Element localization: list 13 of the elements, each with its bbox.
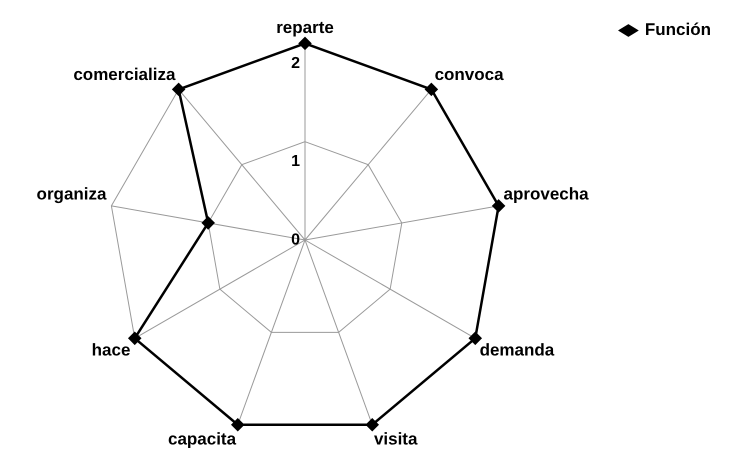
spoke-label: hace xyxy=(92,340,130,360)
spoke-label: reparte xyxy=(276,18,334,37)
spoke-label: capacita xyxy=(168,429,237,448)
y-tick-label: 1 xyxy=(291,153,300,170)
spoke-label: visita xyxy=(374,429,418,448)
spoke-label: aprovecha xyxy=(504,184,590,204)
legend-label: Función xyxy=(644,20,712,40)
spoke-label: convoca xyxy=(434,65,504,84)
spoke-label: organiza xyxy=(36,184,108,204)
y-tick-label: 2 xyxy=(291,54,300,72)
y-tick-label: 0 xyxy=(291,231,300,248)
spoke-label: demanda xyxy=(480,340,555,360)
spoke-label: comercializa xyxy=(73,65,176,84)
